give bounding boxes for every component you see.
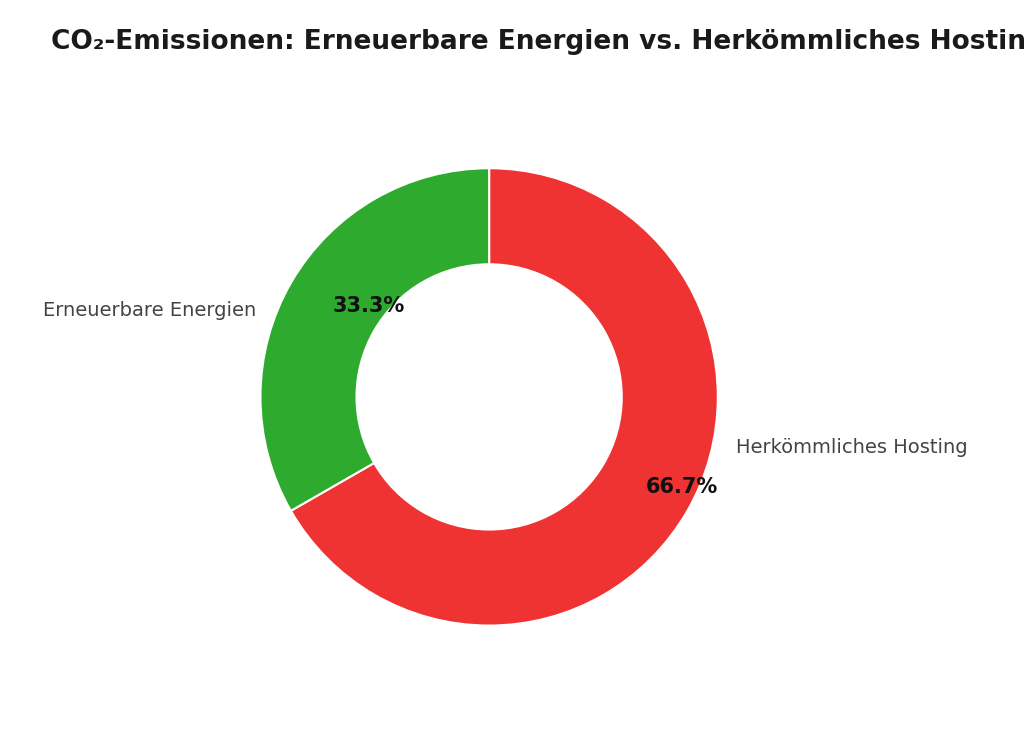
Text: Herkömmliches Hosting: Herkömmliches Hosting <box>736 438 968 456</box>
Wedge shape <box>260 168 489 511</box>
Text: 33.3%: 33.3% <box>333 296 406 316</box>
Text: Erneuerbare Energien: Erneuerbare Energien <box>43 301 256 320</box>
Text: CO₂-Emissionen: Erneuerbare Energien vs. Herkömmliches Hosting: CO₂-Emissionen: Erneuerbare Energien vs.… <box>51 29 1024 55</box>
Text: 66.7%: 66.7% <box>645 478 718 498</box>
Wedge shape <box>291 168 718 625</box>
